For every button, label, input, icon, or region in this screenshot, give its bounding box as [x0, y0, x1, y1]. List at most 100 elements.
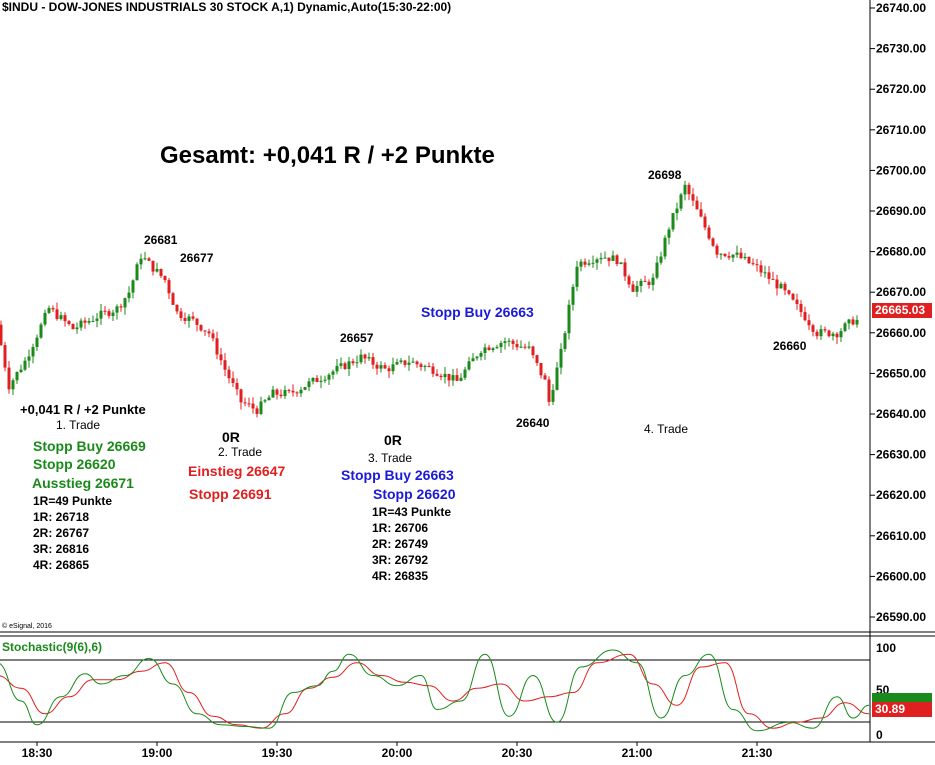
time-tick-label: 21:00 [622, 746, 653, 760]
candle-body [663, 237, 667, 257]
candle-body [755, 264, 759, 266]
candle-body [283, 390, 287, 397]
candle-body [419, 364, 423, 367]
candle-body [775, 279, 779, 289]
candle-body [143, 258, 147, 260]
candle-body [227, 369, 231, 379]
candle-body [607, 257, 611, 261]
candle-body [551, 389, 555, 402]
candle-body [391, 364, 395, 372]
candle-body [215, 338, 219, 355]
stochastic-label: Stochastic(9(6),6) [2, 640, 103, 654]
candle-body [395, 362, 399, 365]
candle-body [731, 254, 735, 258]
candle-body [491, 348, 495, 351]
last-price-tag: 26665.03 [872, 303, 932, 318]
candle-body [403, 360, 407, 365]
candle-body [383, 365, 387, 369]
price-tick-label: 26610.00 [876, 529, 926, 543]
stoch-k-line [0, 649, 870, 732]
candle-body [355, 362, 359, 364]
trade3-r-definition: 1R=43 Punkte [372, 505, 452, 519]
candle-body [335, 365, 339, 372]
candle-body [847, 319, 851, 324]
candle-body [843, 323, 847, 332]
candle-body [439, 375, 443, 378]
candle-body [651, 277, 655, 285]
price-tick-label: 26630.00 [876, 448, 926, 462]
trade3-result: 0R [384, 432, 402, 448]
candle-body [779, 283, 783, 289]
stopp-buy-top-label: Stopp Buy 26663 [421, 304, 534, 320]
candle-body [27, 356, 31, 361]
candle-body [211, 333, 215, 339]
candle-body [187, 316, 191, 321]
candle-body [399, 360, 403, 363]
candle-body [111, 312, 115, 316]
candle-body [75, 327, 79, 330]
candle-body [123, 298, 127, 308]
candle-body [311, 377, 315, 382]
candle-body [151, 260, 155, 272]
candle-body [263, 400, 267, 402]
candle-body [539, 362, 543, 376]
time-tick-label: 19:30 [262, 746, 293, 760]
candle-body [55, 309, 59, 319]
trade1-ausstieg: Ausstieg 26671 [32, 475, 134, 491]
candle-body [431, 366, 435, 374]
candle-body [95, 318, 99, 321]
candle-body [7, 367, 11, 390]
candle-body [67, 321, 71, 324]
candle-body [351, 361, 355, 364]
candle-body [371, 357, 375, 365]
trade2-einstieg: Einstieg 26647 [188, 463, 286, 479]
candle-body [599, 257, 603, 260]
price-tick-label: 26720.00 [876, 82, 926, 96]
candle-body [135, 264, 139, 281]
candle-body [523, 346, 527, 348]
trade4-name: 4. Trade [644, 422, 689, 436]
candle-body [247, 403, 251, 405]
stoch-axis-label: 0 [876, 728, 883, 742]
candle-body [499, 343, 503, 348]
candle-body [347, 361, 351, 369]
candle-body [707, 227, 711, 239]
candle-body [547, 379, 551, 402]
price-tick-label: 26670.00 [876, 285, 926, 299]
candle-body [783, 283, 787, 291]
candle-body [487, 347, 491, 351]
candle-body [815, 331, 819, 337]
price-tick-label: 26690.00 [876, 204, 926, 218]
time-tick-label: 19:00 [142, 746, 173, 760]
candle-body [771, 278, 775, 280]
candle-body [107, 311, 111, 316]
label-26640: 26640 [516, 416, 550, 430]
candle-body [131, 280, 135, 293]
candle-body [671, 213, 675, 230]
trade1-r-definition: 1R=49 Punkte [33, 494, 113, 508]
copyright-label: © eSignal, 2016 [2, 623, 52, 630]
candle-body [679, 194, 683, 209]
candle-body [631, 284, 635, 292]
candle-body [527, 346, 531, 348]
candle-body [531, 346, 535, 356]
candle-body [447, 373, 451, 381]
candle-body [219, 354, 223, 361]
candle-body [603, 257, 607, 259]
candle-body [319, 380, 323, 382]
candle-body [35, 337, 39, 348]
candle-body [223, 360, 227, 370]
candle-body [343, 363, 347, 369]
candle-body [183, 318, 187, 321]
candle-body [643, 280, 647, 282]
candle-body [59, 315, 63, 319]
price-tick-label: 26710.00 [876, 123, 926, 137]
candle-body [475, 356, 479, 359]
candle-body [767, 272, 771, 279]
candle-body [619, 262, 623, 265]
candle-body [695, 200, 699, 210]
candle-body [103, 310, 107, 312]
candle-body [159, 268, 163, 277]
candle-body [435, 373, 439, 376]
